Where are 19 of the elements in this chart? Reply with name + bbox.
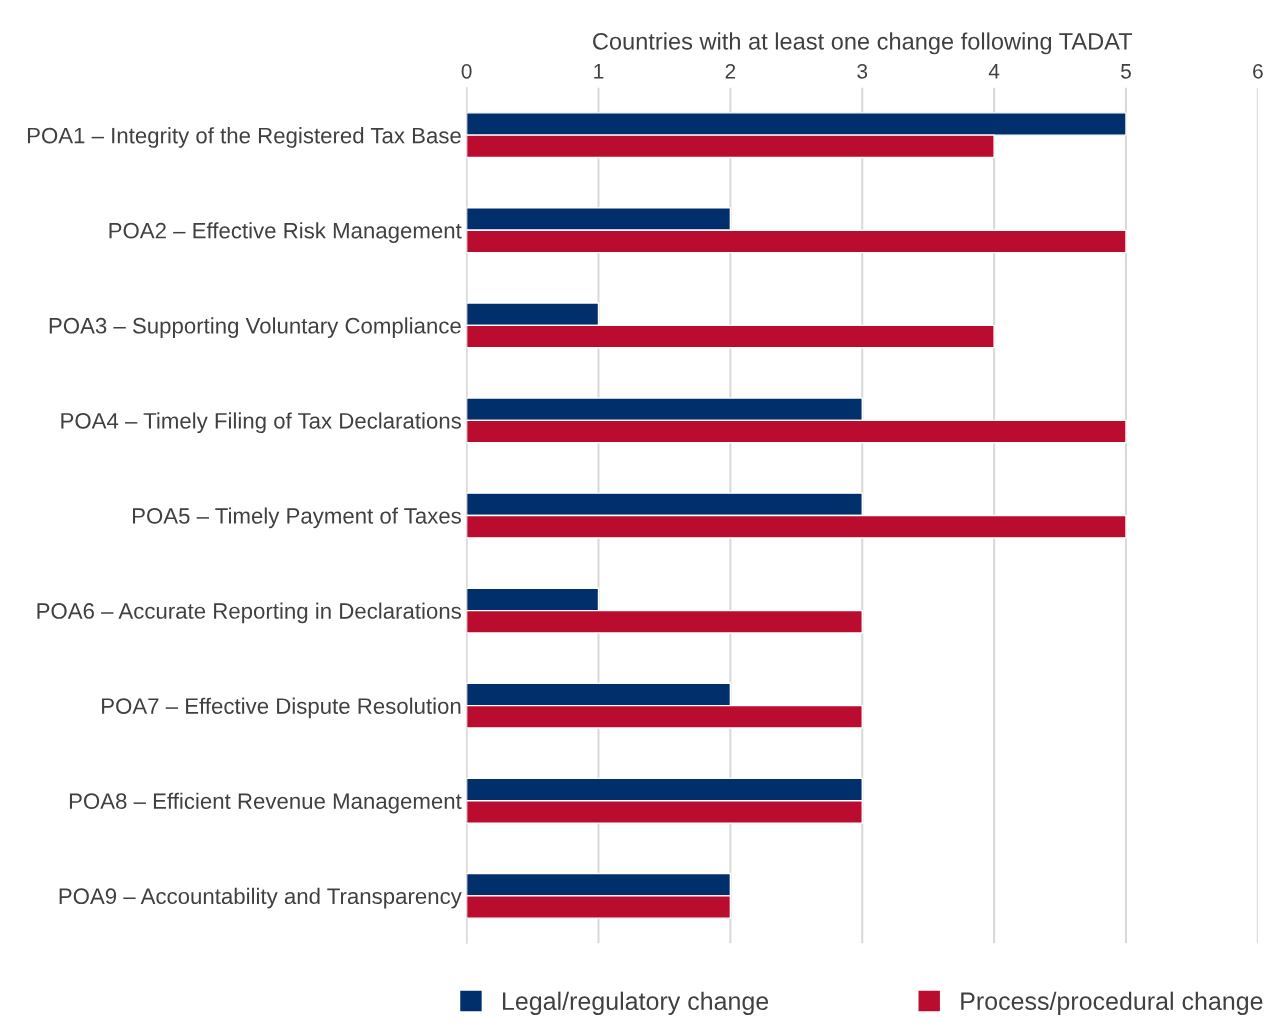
y-tick-label: POA7 – Effective Dispute Resolution bbox=[102, 697, 461, 719]
x-tick-label: 2 bbox=[725, 63, 736, 79]
x-tick-label: 4 bbox=[988, 64, 1000, 79]
legend-label: Legal/regulatory change bbox=[503, 991, 769, 1015]
y-tick-label: POA3 – Supporting Voluntary Compliance bbox=[49, 317, 461, 338]
y-tick-label: POA2 – Effective Risk Management bbox=[109, 222, 462, 243]
y-tick-label: POA4 – Timely Filing of Tax Declarations bbox=[61, 412, 461, 434]
x-tick-label: 1 bbox=[594, 64, 604, 79]
y-tick-label: POA6 – Accurate Reporting in Declarations bbox=[37, 602, 461, 624]
x-tick-label: 3 bbox=[857, 63, 868, 79]
x-tick-label: 5 bbox=[1121, 64, 1131, 79]
y-tick-label: POA5 – Timely Payment of Taxes bbox=[133, 507, 461, 529]
y-tick-label: POA1 – Integrity of the Registered Tax Base bbox=[27, 127, 461, 148]
x-tick-label: 6 bbox=[1253, 63, 1263, 79]
y-tick-label: POA8 – Efficient Revenue Management bbox=[69, 792, 462, 814]
y-tick-label: POA9 – Accountability and Transparency bbox=[59, 887, 462, 909]
x-tick-label: 0 bbox=[461, 63, 472, 79]
x-axis-title: Countries with at least one change following TADAT bbox=[593, 32, 1133, 55]
legend-label: Process/procedural change bbox=[961, 991, 1263, 1015]
